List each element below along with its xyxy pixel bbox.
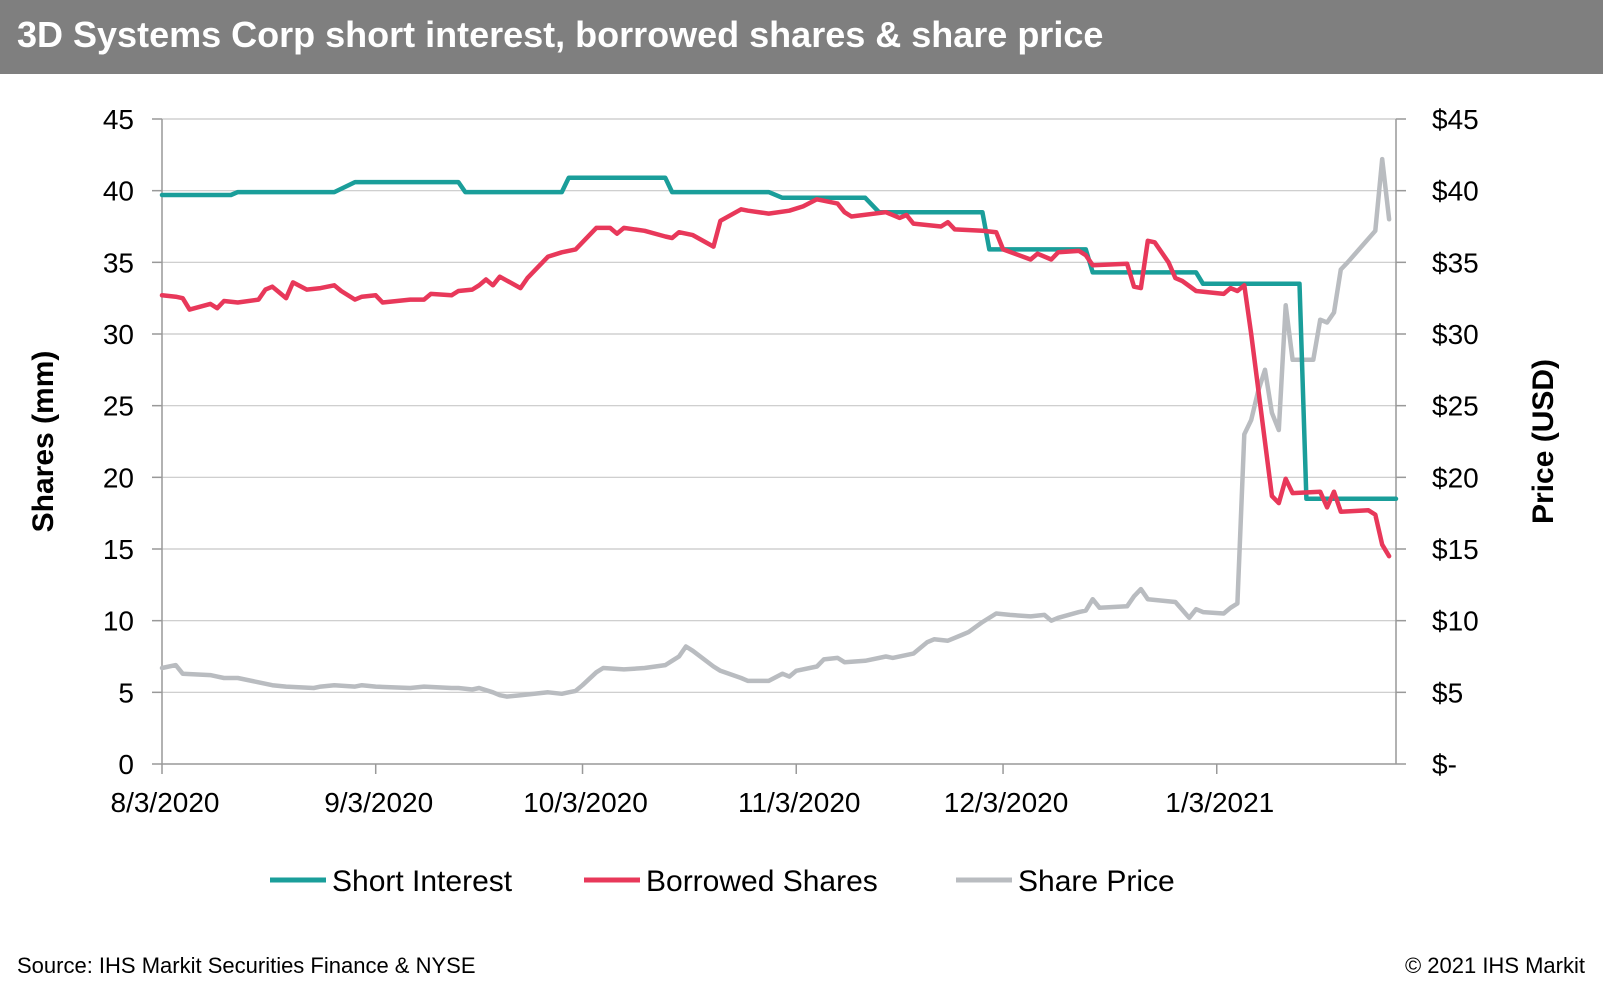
- legend-label-short-interest: Short Interest: [332, 865, 513, 898]
- x-tick-label: 8/3/2020: [111, 787, 220, 818]
- chart-title: 3D Systems Corp short interest, borrowed…: [17, 14, 1104, 55]
- legend-label-borrowed-shares: Borrowed Shares: [646, 865, 878, 898]
- source-note: Source: IHS Markit Securities Finance & …: [17, 953, 476, 978]
- left-tick-label: 25: [103, 391, 134, 422]
- left-tick-label: 10: [103, 606, 134, 637]
- share-price-line: [159, 156, 1392, 699]
- legend-label-share-price: Share Price: [1018, 865, 1175, 898]
- borrowed-shares-line: [159, 197, 1392, 559]
- left-axis-ticks: 0 5 10 15 20 25 30 35 40 45: [103, 104, 162, 780]
- right-tick-label: $35: [1432, 247, 1479, 278]
- left-tick-label: 20: [103, 462, 134, 493]
- x-tick-label: 12/3/2020: [944, 787, 1069, 818]
- right-tick-label: $30: [1432, 319, 1479, 350]
- left-tick-label: 15: [103, 534, 134, 565]
- x-axis-ticks: 8/3/2020 9/3/2020 10/3/2020 11/3/2020 12/3/2…: [111, 764, 1274, 818]
- right-tick-label: $40: [1432, 176, 1479, 207]
- left-tick-label: 30: [103, 319, 134, 350]
- series-lines: [159, 156, 1399, 699]
- y-axis-title: Shares (mm): [27, 351, 60, 533]
- right-tick-label: $10: [1432, 606, 1479, 637]
- x-tick-label: 1/3/2021: [1165, 787, 1274, 818]
- left-tick-label: 35: [103, 247, 134, 278]
- x-tick-label: 10/3/2020: [523, 787, 648, 818]
- right-tick-label: $5: [1432, 677, 1463, 708]
- right-tick-label: $45: [1432, 104, 1479, 135]
- title-bar: 3D Systems Corp short interest, borrowed…: [0, 0, 1603, 74]
- gridlines: [162, 118, 1396, 693]
- left-tick-label: 5: [118, 677, 134, 708]
- left-tick-label: 45: [103, 104, 134, 135]
- x-tick-label: 9/3/2020: [324, 787, 433, 818]
- short-interest-line: [159, 175, 1399, 502]
- legend: Short Interest Borrowed Shares Share Price: [270, 865, 1175, 898]
- right-axis-ticks: $- $5 $10 $15 $20 $25 $30 $35 $40 $45: [1396, 104, 1479, 780]
- x-tick-label: 11/3/2020: [738, 787, 861, 818]
- right-tick-label: $-: [1432, 749, 1457, 780]
- chart-area: 0 5 10 15 20 25 30 35 40 45 $- $5 $10 $15 $20 $25 $30 $3…: [27, 104, 1560, 898]
- left-tick-label: 0: [118, 749, 134, 780]
- axes: [161, 119, 1397, 765]
- left-tick-label: 40: [103, 176, 134, 207]
- y2-axis-title: Price (USD): [1527, 359, 1560, 524]
- right-tick-label: $15: [1432, 534, 1479, 565]
- right-tick-label: $20: [1432, 462, 1479, 493]
- copyright-note: © 2021 IHS Markit: [1404, 953, 1585, 978]
- right-tick-label: $25: [1432, 391, 1479, 422]
